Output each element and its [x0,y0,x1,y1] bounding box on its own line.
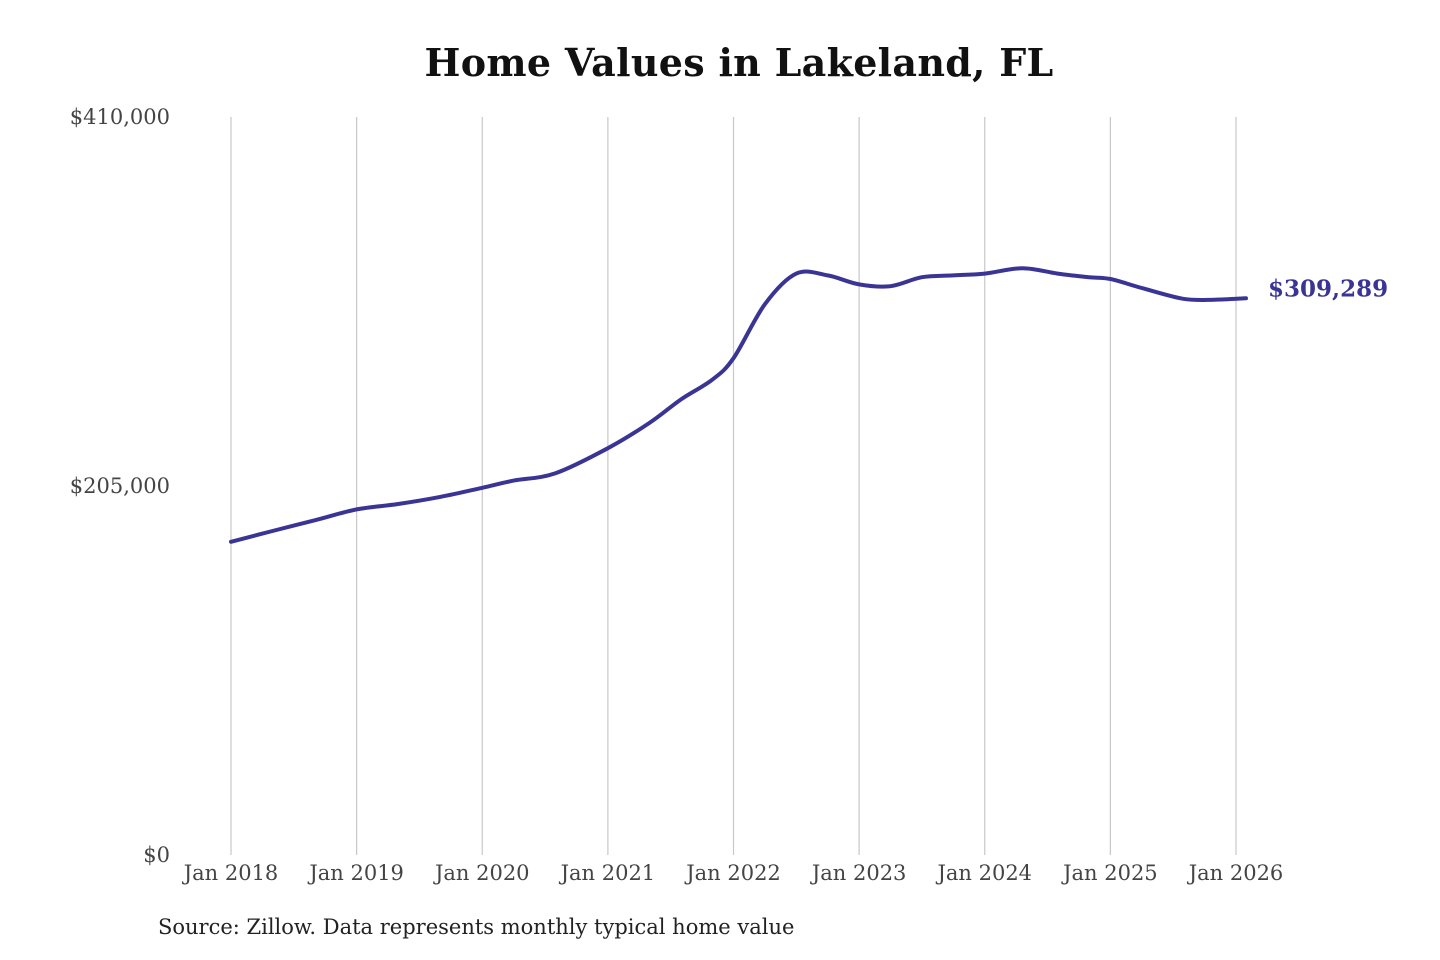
source-note: Source: Zillow. Data represents monthly … [158,915,795,939]
x-tick-label: Jan 2025 [1061,861,1158,885]
x-tick-label: Jan 2026 [1187,861,1284,885]
series-line [229,266,1248,544]
y-tick-label: $410,000 [70,105,170,129]
y-tick-label: $205,000 [70,474,170,498]
x-tick-label: Jan 2019 [307,861,404,885]
x-tick-label: Jan 2022 [684,861,781,885]
x-tick-label: Jan 2021 [559,861,656,885]
x-tick-label: Jan 2018 [182,861,279,885]
x-tick-label: Jan 2023 [810,861,907,885]
last-value-label: $309,289 [1268,275,1388,302]
x-tick-label: Jan 2024 [935,861,1032,885]
chart-title: Home Values in Lakeland, FL [424,40,1054,85]
x-tick-label: Jan 2020 [433,861,530,885]
y-tick-label: $0 [143,843,170,867]
